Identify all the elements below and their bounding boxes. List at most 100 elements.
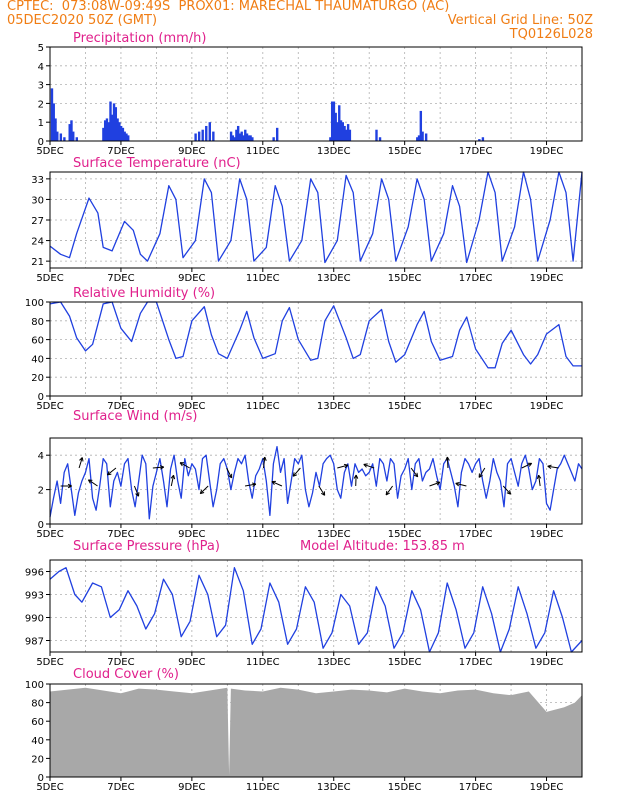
wind-arrow-head bbox=[413, 474, 418, 478]
precip-frame bbox=[49, 46, 583, 142]
y-tick-label: 993 bbox=[25, 591, 44, 602]
precip-bar bbox=[330, 101, 334, 141]
header-line3-right: TQ0126L028 bbox=[509, 27, 593, 42]
x-tick-label: 17DEC bbox=[459, 529, 493, 540]
x-tick-label: 17DEC bbox=[459, 782, 493, 793]
x-tick-label: 19DEC bbox=[530, 529, 564, 540]
precip-bar bbox=[375, 129, 378, 141]
wind-arrow bbox=[455, 482, 467, 487]
wind-arrow bbox=[429, 481, 441, 487]
x-tick-label: 9DEC bbox=[178, 273, 205, 284]
wind-arrow bbox=[502, 485, 511, 495]
wind-arrow-head bbox=[262, 456, 266, 461]
x-tick-label: 7DEC bbox=[107, 146, 134, 157]
x-tick-label: 5DEC bbox=[36, 782, 63, 793]
x-tick-label: 7DEC bbox=[107, 657, 134, 668]
x-tick-label: 15DEC bbox=[388, 657, 422, 668]
y-tick-label: 100 bbox=[25, 298, 44, 309]
y-tick-label: 33 bbox=[31, 175, 44, 186]
y-tick-label: 990 bbox=[25, 614, 44, 625]
y-tick-label: 0 bbox=[38, 773, 44, 784]
precip-bar bbox=[416, 137, 419, 141]
precip-bar bbox=[205, 125, 208, 141]
wind-arrow-head bbox=[455, 481, 460, 484]
precip-bar bbox=[70, 120, 73, 141]
wind-arrow-head bbox=[363, 464, 367, 468]
rh-frame bbox=[49, 301, 583, 397]
y-tick-label: 2 bbox=[38, 99, 44, 110]
precip-title: Precipitation (mm/h) bbox=[73, 31, 206, 46]
precip-bar bbox=[194, 133, 197, 141]
precip-bar bbox=[123, 131, 126, 141]
precip-bar bbox=[275, 127, 279, 141]
precip-bar bbox=[75, 137, 78, 141]
x-tick-label: 7DEC bbox=[107, 273, 134, 284]
precip-bar bbox=[119, 125, 123, 141]
x-tick-label: 11DEC bbox=[246, 782, 280, 793]
y-tick-label: 20 bbox=[31, 754, 44, 765]
wind-arrow-head bbox=[343, 463, 349, 466]
precip-bar bbox=[341, 122, 344, 141]
precip-bar bbox=[231, 135, 235, 141]
precip-bar bbox=[244, 129, 247, 141]
x-tick-label: 11DEC bbox=[246, 529, 280, 540]
wind-arrow bbox=[363, 463, 375, 469]
precip-bar bbox=[197, 131, 201, 141]
wind-arrow-head bbox=[179, 462, 183, 467]
precip-bar bbox=[338, 105, 341, 141]
precip-bar bbox=[417, 135, 421, 141]
x-tick-label: 17DEC bbox=[459, 401, 493, 412]
wind-arrow-head bbox=[200, 491, 205, 495]
wind-arrow bbox=[88, 479, 98, 487]
wind-arrow-head bbox=[173, 475, 176, 480]
model-altitude-label: Model Altitude: 153.85 m bbox=[300, 539, 465, 554]
wind-arrow-head bbox=[455, 482, 460, 487]
y-tick-label: 40 bbox=[31, 736, 44, 747]
y-tick-label: 40 bbox=[31, 354, 44, 365]
precip-bar bbox=[56, 131, 59, 141]
wind-arrow bbox=[133, 485, 139, 497]
x-tick-label: 9DEC bbox=[178, 529, 205, 540]
rh-line bbox=[49, 301, 582, 369]
precip-bar bbox=[348, 129, 352, 141]
precip-bar bbox=[419, 110, 423, 141]
y-tick-label: 80 bbox=[31, 699, 44, 710]
x-tick-label: 11DEC bbox=[246, 146, 280, 157]
wind-arrow-head bbox=[271, 481, 275, 485]
cloud-panel: 0 20 40 60 80 100 5DEC 7DEC 9DEC 11DEC 13DEC 15DEC 1… bbox=[25, 667, 583, 793]
pres-line bbox=[49, 567, 583, 653]
x-tick-label: 19DEC bbox=[530, 401, 564, 412]
wind-line bbox=[49, 445, 583, 520]
x-tick-label: 7DEC bbox=[107, 529, 134, 540]
wind-arrow-head bbox=[160, 466, 165, 470]
x-tick-label: 13DEC bbox=[317, 146, 351, 157]
precip-bar bbox=[59, 133, 63, 141]
y-tick-label: 3 bbox=[38, 81, 44, 92]
precip-bar bbox=[343, 125, 346, 141]
x-tick-label: 11DEC bbox=[246, 401, 280, 412]
precip-bar bbox=[334, 112, 337, 141]
temp-title: Surface Temperature (nC) bbox=[73, 156, 241, 171]
precip-bar bbox=[481, 137, 485, 141]
x-tick-label: 17DEC bbox=[459, 657, 493, 668]
y-tick-label: 100 bbox=[25, 680, 44, 691]
precip-bar bbox=[336, 122, 339, 141]
wind-arrow-head bbox=[509, 490, 512, 495]
x-tick-label: 9DEC bbox=[178, 657, 205, 668]
y-tick-label: 30 bbox=[31, 195, 44, 206]
wind-arrow-head bbox=[199, 489, 203, 494]
wind-arrow bbox=[226, 467, 233, 479]
wind-arrow-head bbox=[445, 456, 448, 461]
wind-arrow bbox=[292, 467, 301, 477]
wind-frame bbox=[49, 437, 583, 525]
x-tick-label: 13DEC bbox=[317, 657, 351, 668]
wind-arrow-head bbox=[135, 493, 139, 497]
wind-arrow-head bbox=[292, 474, 298, 477]
precip-bar bbox=[105, 118, 109, 141]
precip-bar bbox=[107, 122, 110, 141]
x-tick-label: 13DEC bbox=[317, 529, 351, 540]
wind-arrow-head bbox=[252, 483, 257, 487]
wind-arrow-head bbox=[87, 479, 91, 484]
precip-bar bbox=[233, 137, 236, 141]
wind-arrow-head bbox=[536, 474, 540, 480]
